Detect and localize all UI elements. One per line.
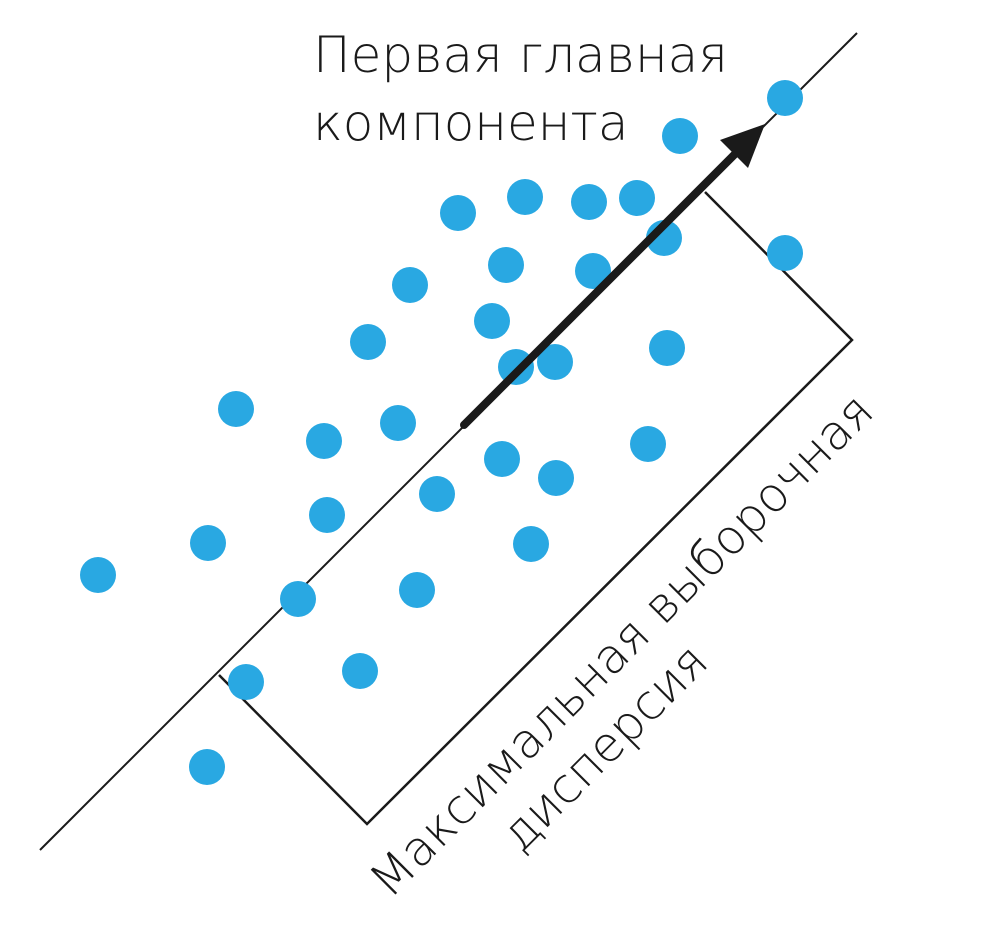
component-arrow-head — [720, 124, 765, 168]
data-point — [619, 180, 655, 216]
data-point — [507, 179, 543, 215]
data-point — [488, 247, 524, 283]
data-point — [513, 526, 549, 562]
data-point — [380, 405, 416, 441]
data-point — [399, 572, 435, 608]
data-point — [189, 749, 225, 785]
data-point — [80, 557, 116, 593]
variance-label: Максимальная выборочная дисперсия — [359, 383, 885, 909]
variance-label-line1: Максимальная выборочная — [359, 383, 885, 909]
data-point — [350, 324, 386, 360]
data-point — [309, 497, 345, 533]
component-label-line2: компонента — [313, 94, 629, 152]
component-arrow-shaft — [460, 150, 739, 429]
data-point — [342, 653, 378, 689]
data-points — [80, 80, 803, 785]
data-point — [474, 303, 510, 339]
data-point — [218, 391, 254, 427]
data-point — [767, 80, 803, 116]
data-point — [306, 423, 342, 459]
data-point — [484, 441, 520, 477]
component-label-line1: Первая главная — [313, 26, 728, 84]
data-point — [190, 525, 226, 561]
data-point — [228, 664, 264, 700]
data-point — [767, 235, 803, 271]
data-point — [392, 267, 428, 303]
data-point — [575, 253, 611, 289]
data-point — [280, 581, 316, 617]
data-point — [440, 195, 476, 231]
data-point — [538, 460, 574, 496]
data-point — [537, 344, 573, 380]
data-point — [662, 118, 698, 154]
data-point — [419, 476, 455, 512]
data-point — [498, 349, 534, 385]
data-point — [630, 426, 666, 462]
data-point — [649, 330, 685, 366]
data-point — [571, 184, 607, 220]
